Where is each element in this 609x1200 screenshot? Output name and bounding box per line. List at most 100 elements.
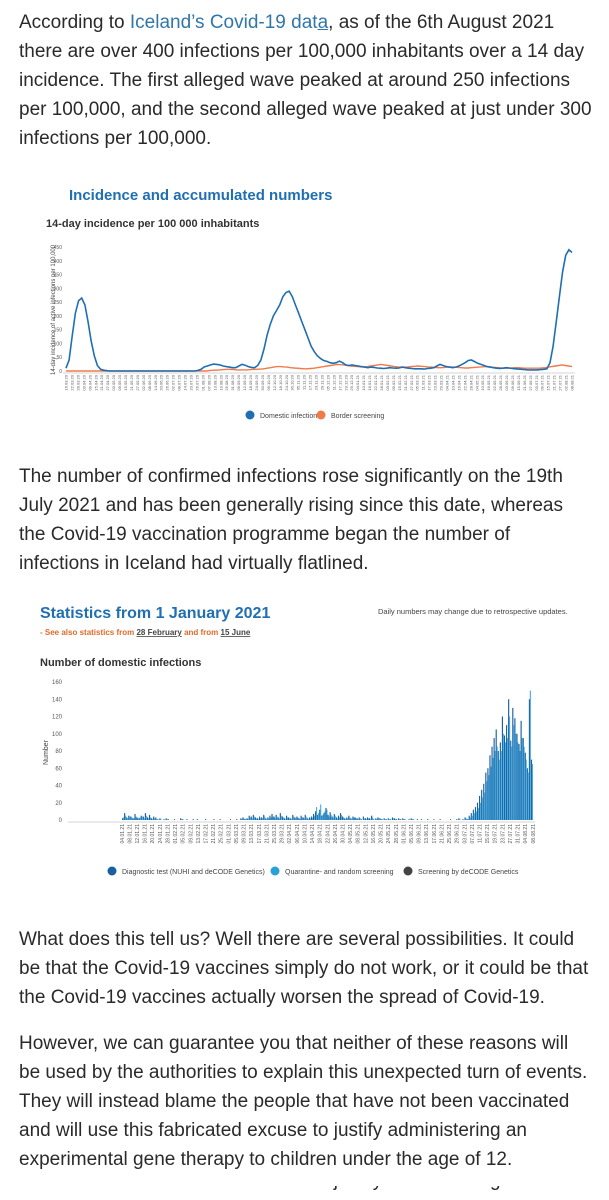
bar-quarantine xyxy=(490,766,492,821)
legend-label-border: Border screening xyxy=(331,413,384,420)
x-tick-label: 01.08.20 xyxy=(200,374,205,390)
bar-diagnostic xyxy=(312,813,315,820)
statistics-chart: Statistics from 1 January 2021 Daily num… xyxy=(40,605,568,876)
bar-quarantine xyxy=(315,807,318,820)
bar-diagnostic xyxy=(472,809,474,820)
y-tick-label: 40 xyxy=(55,784,62,790)
see-also-link-15-june[interactable]: 15 June xyxy=(221,628,251,637)
x-tick-label: 04.01.21 xyxy=(120,824,126,844)
bar-diagnostic xyxy=(236,819,238,820)
bar-quarantine xyxy=(403,819,405,820)
x-tick-label: 05.11.20 xyxy=(296,374,301,390)
bar-diagnostic xyxy=(229,819,232,820)
x-tick-label: 11.03.21 xyxy=(421,374,426,390)
bar-diagnostic xyxy=(163,819,165,820)
x-tick-label: 29.11.20 xyxy=(319,374,324,390)
x-tick-label: 26.04.21 xyxy=(333,824,339,844)
bar-quarantine xyxy=(125,815,127,820)
bar-quarantine xyxy=(392,818,394,821)
bar-diagnostic xyxy=(396,819,398,820)
x-tick-label: 23.12.20 xyxy=(343,374,348,390)
bar-quarantine xyxy=(340,814,343,820)
bar-diagnostic xyxy=(474,807,477,820)
x-tick-label: 20.05.21 xyxy=(379,824,385,844)
bar-quarantine xyxy=(268,818,270,821)
bar-diagnostic xyxy=(157,819,159,820)
bar-diagnostic xyxy=(524,752,526,820)
third-paragraph: What does this tell us? Well there are s… xyxy=(19,929,589,1008)
x-tick-label: 28.04.21 xyxy=(468,374,473,390)
x-tick-label: 18.09.20 xyxy=(248,374,253,390)
bar-diagnostic xyxy=(420,819,423,820)
x-tick-label: 06.04.21 xyxy=(295,824,301,844)
x-tick-label: 09.02.21 xyxy=(188,824,194,844)
bar-quarantine xyxy=(320,804,322,820)
x-tick-label: 12.10.20 xyxy=(272,374,277,390)
y-tick-label: 120 xyxy=(52,715,63,721)
chart-legend: Domestic infections Border screening xyxy=(245,410,384,420)
x-tick-label: 16.03.20 xyxy=(64,374,69,390)
bar-quarantine xyxy=(288,818,291,821)
bar-quarantine xyxy=(330,814,332,820)
legend-dot-diagnostic xyxy=(107,866,117,876)
bar-quarantine xyxy=(482,797,484,820)
y-tick-label: 400 xyxy=(54,259,63,265)
bar-diagnostic xyxy=(346,817,348,820)
bar-diagnostic xyxy=(126,817,128,820)
x-tick-label: 14.04.21 xyxy=(310,824,316,844)
bar-quarantine xyxy=(531,763,533,820)
see-also-link-28-february[interactable]: 28 February xyxy=(136,628,182,637)
bar-quarantine xyxy=(349,817,351,820)
bar-diagnostic xyxy=(159,818,161,821)
intro-text-before: According to xyxy=(19,12,130,33)
bar-quarantine xyxy=(253,816,255,820)
bar-quarantine xyxy=(471,815,473,820)
x-tick-label: 13.08.20 xyxy=(212,374,217,390)
bar-diagnostic xyxy=(356,818,358,821)
bar-diagnostic xyxy=(385,819,387,820)
y-tick-label: 80 xyxy=(55,749,62,755)
covid-data-link[interactable]: Iceland’s Covid-19 data xyxy=(129,12,329,33)
bar-diagnostic xyxy=(124,813,126,820)
x-tick-label: 09.04.20 xyxy=(87,374,92,390)
x-tick-label: 11.12.20 xyxy=(331,374,336,390)
bar-quarantine xyxy=(347,818,349,821)
bar-quarantine xyxy=(380,819,382,820)
bar-diagnostic xyxy=(300,815,302,820)
bar-diagnostic xyxy=(219,819,221,820)
x-tick-label: 10.04.21 xyxy=(450,374,455,390)
bar-quarantine xyxy=(295,818,297,821)
bar-quarantine xyxy=(494,751,496,820)
x-tick-label: 21.02.21 xyxy=(403,374,408,390)
bar-diagnostic xyxy=(350,818,352,821)
x-tick-label: 13.02.21 xyxy=(196,824,202,844)
x-tick-label: 27.02.21 xyxy=(409,374,414,390)
bar-quarantine xyxy=(477,807,480,820)
bar-diagnostic xyxy=(122,818,124,821)
bar-diagnostic xyxy=(408,819,410,820)
bar-diagnostic xyxy=(167,819,169,820)
bar-quarantine xyxy=(496,746,498,820)
bar-diagnostic xyxy=(294,817,296,820)
x-tick-label: 11.07.21 xyxy=(478,824,484,843)
bar-diagnostic xyxy=(333,813,335,820)
bar-diagnostic xyxy=(140,815,142,820)
bar-quarantine xyxy=(334,815,336,820)
bar-quarantine xyxy=(336,818,338,821)
bar-quarantine xyxy=(311,817,313,820)
bar-diagnostic xyxy=(499,742,501,821)
y-tick-label: 300 xyxy=(54,286,63,292)
bar-quarantine xyxy=(326,809,328,820)
bar-diagnostic xyxy=(400,819,402,820)
bar-diagnostic xyxy=(344,818,346,821)
bar-diagnostic xyxy=(151,818,153,821)
bar-quarantine xyxy=(135,816,137,820)
fourth-paragraph: However, we can guarantee you that neith… xyxy=(19,1033,588,1170)
bar-quarantine xyxy=(519,751,521,820)
x-tick-label: 17.03.21 xyxy=(257,824,263,844)
partial-paragraph: and will use this fabricated excuse to j… xyxy=(19,1186,594,1195)
x-tick-label: 03.02.21 xyxy=(385,374,390,390)
bar-diagnostic xyxy=(389,819,391,820)
bar-diagnostic xyxy=(327,814,329,820)
x-tick-label: 28.01.21 xyxy=(379,374,384,390)
